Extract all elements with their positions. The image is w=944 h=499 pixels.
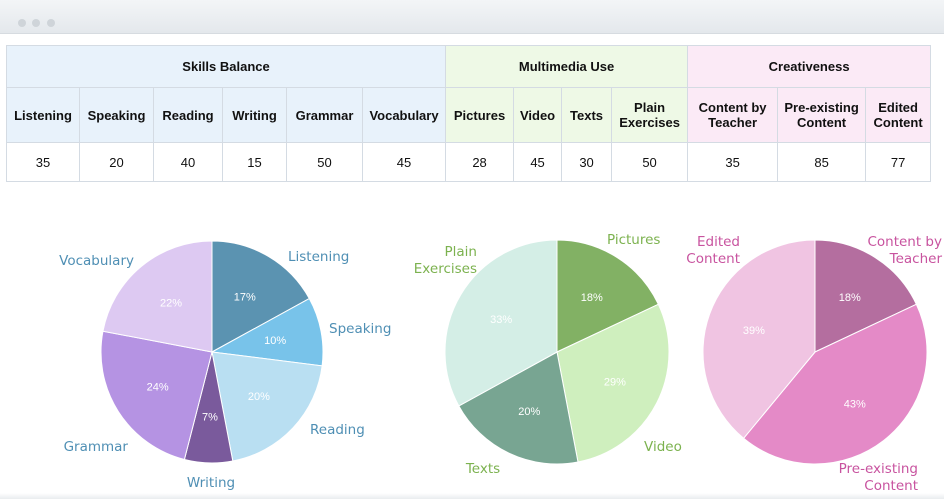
column-header-line: Pictures [453, 107, 506, 123]
table-cell: 85 [777, 142, 867, 182]
group-header: Multimedia Use [445, 45, 689, 88]
pie-slice-percent-label: 43% [844, 398, 866, 410]
pie-charts: 17% 10% 20% 7% 24% 22% Listening Speaking Readin… [59, 232, 942, 494]
pie-slice-percent-label: 7% [202, 411, 218, 423]
pie-slice [556, 303, 670, 463]
pie-slice-percent-label: 18% [839, 292, 861, 304]
pie-category-label: Pre-existing Content [839, 461, 918, 494]
window-title-bar [0, 0, 944, 34]
column-header-line: Writing [232, 107, 277, 123]
pie-slice [100, 330, 213, 461]
pie-charts-area: 17% 10% 20% 7% 24% 22% Listening Speaking Readin… [0, 180, 944, 499]
column-header-line: Texts [570, 107, 604, 123]
column-header-line: Exercises [619, 115, 680, 130]
column-header-line: Vocabulary [369, 107, 439, 123]
pie-category-label: Pictures [607, 232, 660, 248]
group-header-row: Skills Balance Multimedia Use Creativeness [5, 45, 932, 88]
pie-chart-2: 18% 29% 20% 33% Pictures Video Texts Plain Exerc… [414, 232, 682, 477]
column-header-row: Listening Speaking Reading Writing Grammar Vo… [6, 87, 932, 143]
pie-category-label: Video [644, 439, 682, 455]
pie-slice [102, 240, 213, 353]
column-header-line: Video [519, 107, 556, 123]
value-row: 35 20 40 15 50 45 28 45 30 50 35 85 77 [6, 142, 932, 182]
table-cell: 50 [286, 142, 363, 182]
pie-slice [211, 351, 323, 462]
column-header: Plain Exercises [611, 87, 689, 143]
pie-category-label: Grammar [64, 439, 129, 455]
pie-slice [702, 239, 816, 440]
pie-slice-percent-label: 29% [604, 377, 626, 389]
pie-slice [211, 240, 310, 353]
column-header-line: Content by [698, 100, 767, 115]
summary-table: Skills Balance Multimedia Use Creativeness… [5, 45, 932, 182]
column-header: Video [513, 87, 563, 143]
pie-chart-1: 17% 10% 20% 7% 24% 22% Listening Speaking Readin… [59, 240, 391, 491]
column-header-line: Pre-existing [784, 100, 859, 115]
pie-category-label: Plain Exercises [414, 244, 477, 277]
table-cell: 15 [222, 142, 287, 182]
pie-slice-percent-label: 22% [160, 297, 182, 309]
pie-category-label: Reading [310, 422, 365, 438]
pie-category-label: Vocabulary [59, 253, 134, 269]
pie-slice [444, 239, 558, 407]
column-header: Content by Teacher [687, 87, 779, 143]
pie-slice [814, 239, 918, 353]
pie-category-label: Listening [288, 249, 349, 265]
column-header: Vocabulary [361, 87, 447, 143]
pie-category-label: Edited Content [686, 234, 740, 267]
bottom-edge [0, 493, 944, 499]
table-cell: 50 [611, 142, 689, 182]
pie-slice [458, 351, 579, 465]
table-cell: 45 [513, 142, 563, 182]
window-minimize-icon[interactable] [32, 19, 40, 27]
column-header-line: Plain [634, 100, 666, 115]
pie-slice-percent-label: 18% [581, 292, 603, 304]
column-header-line: Teacher [708, 115, 758, 130]
window-close-icon[interactable] [18, 19, 26, 27]
table-cell: 20 [79, 142, 154, 182]
pie-slice [742, 303, 928, 465]
column-header: Edited Content [865, 87, 932, 143]
pie-slice-percent-label: 10% [264, 335, 286, 347]
table-cell: 77 [865, 142, 932, 182]
pie-category-label: Texts [465, 461, 500, 477]
table-cell: 40 [153, 142, 223, 182]
pie-chart-3: 18% 43% 39% Content by Teacher Pre-existing Co… [686, 234, 942, 494]
column-header-line: Reading [162, 107, 214, 123]
column-header: Grammar [286, 87, 363, 143]
column-header: Pictures [445, 87, 515, 143]
pie-category-label: Speaking [329, 321, 391, 337]
column-header: Texts [561, 87, 613, 143]
table-cell: 35 [6, 142, 80, 182]
column-header-line: Speaking [87, 107, 146, 123]
column-header: Pre-existing Content [777, 87, 867, 143]
column-header: Speaking [79, 87, 154, 143]
column-header-line: Content [873, 115, 923, 130]
pie-slice [556, 239, 660, 353]
pie-category-label: Content by Teacher [867, 234, 942, 267]
group-header: Skills Balance [5, 45, 447, 88]
table-cell: 35 [687, 142, 779, 182]
pie-slice-percent-label: 33% [490, 314, 512, 326]
table-cell: 30 [561, 142, 613, 182]
column-header: Listening [6, 87, 80, 143]
window-maximize-icon[interactable] [47, 19, 55, 27]
column-header-line: Edited [878, 100, 918, 115]
group-header: Creativeness [687, 45, 932, 88]
summary-table-container: Skills Balance Multimedia Use Creativeness… [5, 45, 932, 182]
column-header-line: Content [797, 115, 847, 130]
table-cell: 28 [445, 142, 515, 182]
table-cell: 45 [361, 142, 447, 182]
column-header: Reading [153, 87, 223, 143]
pie-slice-percent-label: 24% [147, 382, 169, 394]
column-header-line: Listening [14, 107, 72, 123]
pie-category-label: Writing [187, 475, 235, 491]
pie-slice-percent-label: 17% [234, 292, 256, 304]
pie-slice-percent-label: 39% [743, 325, 765, 337]
pie-slice-percent-label: 20% [518, 406, 540, 418]
pie-slice-percent-label: 20% [248, 391, 270, 403]
column-header: Writing [222, 87, 287, 143]
column-header-line: Grammar [295, 107, 354, 123]
